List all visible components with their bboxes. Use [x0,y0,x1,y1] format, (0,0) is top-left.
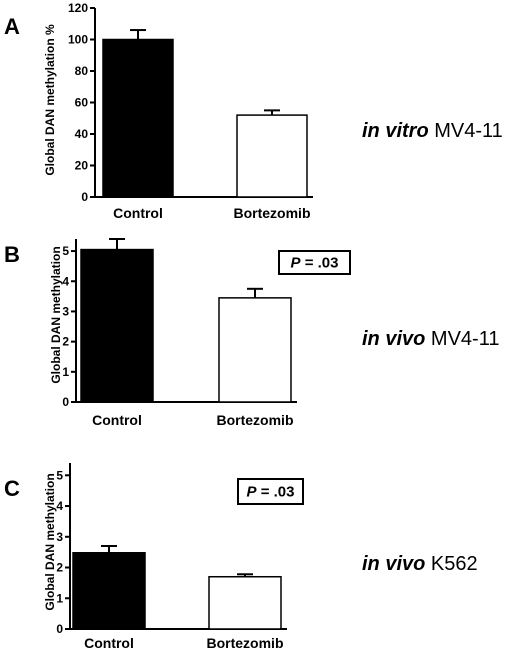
p-value-symbol: P [291,255,302,272]
condition-label-italic: in vivo [362,553,431,575]
category-label: Bortezomib [207,635,284,651]
y-axis-label: Global DAN methylation [49,246,63,383]
panel-a: A 0 20 40 60 80 100 120 Global DAN methylation %… [4,1,503,221]
category-label: Control [84,635,134,651]
y-axis-label: Global DAN methylation % [43,24,57,176]
y-axis-label: Global DAN methylation [43,473,57,610]
y-tick-label: 120 [68,1,88,15]
y-tick-label: 100 [68,33,88,47]
y-tick-label: 60 [75,96,89,110]
bar-control [72,552,146,630]
condition-label-cell-line: K562 [431,553,478,575]
p-value-number: = .03 [257,484,295,501]
bar-control [80,248,154,403]
y-tick-label: 5 [62,244,69,258]
y-tick-label: 40 [75,127,89,141]
y-tick-label: 0 [81,190,88,204]
y-tick-label: 1 [56,591,63,605]
y-tick-label: 1 [62,365,69,379]
category-label: Bortezomib [217,412,294,428]
y-tick-label: 2 [62,335,69,349]
bar-control [102,38,174,198]
y-tick-label: 0 [62,395,69,409]
condition-label: in vivo MV4-11 [362,328,499,350]
condition-label: in vivo K562 [362,553,478,575]
bar-bortezomib [236,114,308,198]
condition-label: in vitro MV4-11 [362,120,503,142]
panel-letter: A [4,14,20,39]
category-label: Bortezomib [234,205,311,221]
y-tick-label: 80 [75,64,89,78]
condition-label-cell-line: MV4-11 [434,120,503,142]
p-value-number: = .03 [301,255,339,272]
y-tick-label: 4 [62,274,69,288]
panel-letter: B [4,242,20,267]
condition-label-italic: in vitro [362,120,434,142]
p-value-label: P = .03 [291,255,339,272]
y-tick-label: 20 [75,159,89,173]
y-tick-label: 0 [56,622,63,636]
p-value-label: P = .03 [247,484,295,501]
y-tick-label: 4 [56,499,63,513]
panel-letter: C [4,476,20,501]
condition-label-italic: in vivo [362,328,431,350]
p-value-symbol: P [247,484,258,501]
category-label: Control [92,412,142,428]
y-tick-label: 3 [56,530,63,544]
bar-bortezomib [218,297,292,403]
category-label: Control [113,205,163,221]
p-value-box [278,250,351,275]
p-value-box [237,478,304,505]
y-tick-label: 2 [56,561,63,575]
bar-bortezomib [208,575,282,630]
y-tick-label: 5 [56,468,63,482]
y-tick-label: 3 [62,304,69,318]
condition-label-cell-line: MV4-11 [431,328,500,350]
